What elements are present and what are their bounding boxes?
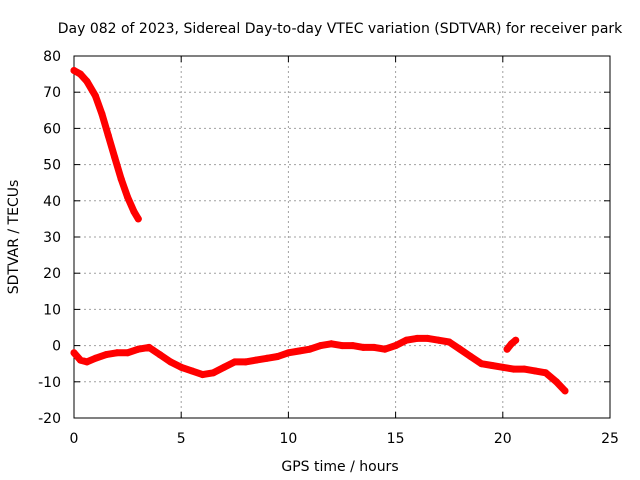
- data-point: [542, 369, 550, 377]
- data-point: [104, 132, 112, 140]
- data-point: [284, 349, 292, 357]
- y-tick-label: 70: [43, 85, 61, 101]
- data-point: [499, 363, 507, 371]
- data-point: [477, 360, 485, 368]
- data-point: [167, 358, 174, 366]
- data-point: [177, 363, 185, 371]
- data-point: [83, 358, 91, 366]
- ticks: 0 5 10 15 20 25 -20 -10 0 10 20 30 40 50 60 70 80: [38, 49, 619, 447]
- data-point: [510, 365, 517, 373]
- data-point: [370, 343, 378, 351]
- data-point: [252, 356, 260, 364]
- data-point: [552, 378, 560, 386]
- data-point: [306, 345, 314, 353]
- data-point: [124, 193, 132, 201]
- y-tick-label: 80: [43, 49, 61, 65]
- data-point: [76, 70, 84, 78]
- x-axis-title: GPS time / hours: [281, 459, 398, 475]
- data-point: [130, 208, 138, 216]
- data-point: [76, 356, 84, 364]
- data-point: [145, 343, 153, 351]
- data-point: [467, 353, 475, 360]
- data-point: [531, 367, 539, 375]
- data-point: [445, 338, 453, 346]
- data-point: [124, 349, 132, 357]
- data-point: [512, 336, 520, 344]
- data-point: [117, 175, 125, 183]
- data-point: [91, 92, 99, 100]
- y-tick-label: 0: [52, 339, 61, 355]
- y-tick-label: 60: [43, 121, 61, 137]
- data-point: [231, 358, 239, 366]
- data-point: [209, 369, 217, 377]
- data-point: [274, 353, 282, 360]
- data-point: [70, 349, 78, 357]
- x-tick-label: 15: [387, 431, 405, 447]
- y-tick-label: -20: [38, 411, 61, 427]
- data-point: [111, 153, 119, 161]
- data-point: [295, 347, 303, 355]
- data-point: [83, 77, 91, 85]
- x-tick-label: 0: [70, 431, 79, 447]
- x-tick-label: 25: [601, 431, 619, 447]
- data-point: [349, 342, 357, 350]
- data-point: [188, 367, 196, 375]
- y-tick-label: 50: [43, 158, 61, 174]
- data-point: [424, 334, 432, 342]
- data-point: [503, 345, 511, 353]
- y-tick-label: 40: [43, 194, 61, 210]
- grid: [74, 56, 610, 418]
- data-point: [402, 336, 410, 344]
- y-tick-label: 30: [43, 230, 61, 246]
- data-point: [488, 362, 496, 369]
- data-point: [98, 110, 106, 118]
- x-tick-label: 10: [279, 431, 297, 447]
- data-point: [91, 354, 99, 362]
- chart-title: Day 082 of 2023, Sidereal Day-to-day VTE…: [58, 21, 623, 37]
- data-point: [327, 340, 335, 348]
- data-point: [413, 334, 421, 342]
- x-tick-label: 5: [177, 431, 186, 447]
- data-point: [70, 67, 78, 74]
- x-tick-label: 20: [494, 431, 512, 447]
- data-point: [359, 343, 367, 351]
- data-point: [134, 215, 142, 223]
- data-point: [156, 351, 164, 359]
- data-point: [242, 358, 249, 366]
- data-point: [102, 351, 110, 359]
- data-point: [317, 342, 325, 350]
- y-axis-title: SDTVAR / TECUs: [6, 180, 22, 295]
- data-point: [220, 363, 228, 371]
- data-point: [199, 371, 207, 379]
- data-point: [263, 354, 271, 362]
- data-point: [113, 349, 121, 357]
- y-tick-label: -10: [38, 375, 61, 391]
- data-point: [392, 342, 400, 350]
- data-point: [456, 345, 464, 353]
- data-point: [134, 345, 142, 353]
- data-point: [561, 387, 569, 395]
- series-group: [70, 67, 569, 395]
- data-point: [435, 336, 442, 344]
- data-point: [338, 342, 346, 350]
- y-tick-label: 10: [43, 302, 61, 318]
- y-tick-label: 20: [43, 266, 61, 282]
- data-point: [520, 365, 528, 373]
- data-point: [381, 345, 389, 353]
